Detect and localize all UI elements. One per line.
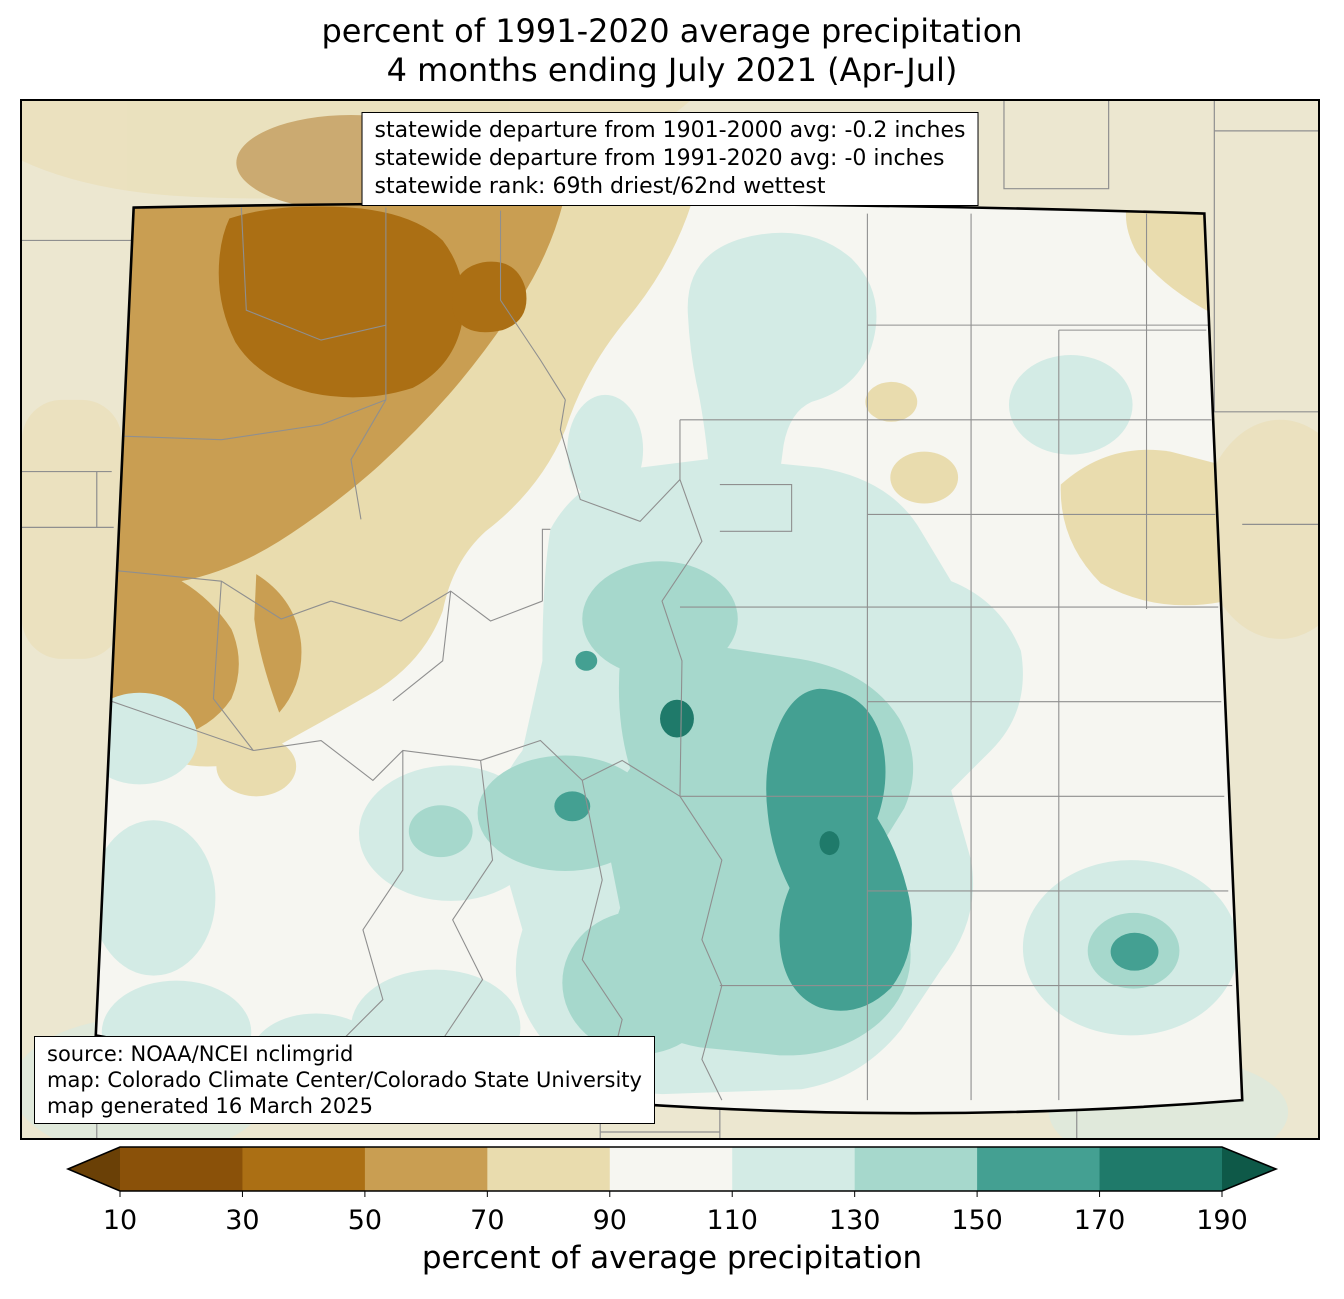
county-lines [95, 207, 1233, 1101]
page-title: percent of 1991-2020 average precipitati… [0, 12, 1344, 90]
source-credit-box: source: NOAA/NCEI nclimgrid map: Colorad… [34, 1036, 655, 1124]
colorbar-tick-label: 30 [225, 1205, 259, 1236]
source-line-2: map: Colorado Climate Center/Colorado St… [47, 1068, 642, 1092]
colorbar-axis-label: percent of average precipitation [421, 1240, 923, 1276]
colorado-precipitation-map [22, 101, 1318, 1138]
title-line-2: 4 months ending July 2021 (Apr-Jul) [386, 51, 958, 89]
stats-line-2: statewide departure from 1991-2020 avg: … [374, 146, 945, 171]
title-line-1: percent of 1991-2020 average precipitati… [321, 12, 1023, 50]
colorbar-tick-label: 70 [470, 1205, 504, 1236]
colorbar-tick-label: 190 [1196, 1205, 1248, 1236]
contour-browns [95, 203, 1243, 797]
stats-line-3: statewide rank: 69th driest/62nd wettest [374, 174, 826, 199]
colorbar-tick-label: 130 [829, 1205, 881, 1236]
colorbar-tick-label: 10 [103, 1205, 137, 1236]
state-region [95, 203, 1243, 1114]
statewide-stats-box: statewide departure from 1901-2000 avg: … [361, 112, 979, 206]
stats-line-1: statewide departure from 1901-2000 avg: … [374, 118, 966, 143]
colorbar-tick-label: 90 [593, 1205, 627, 1236]
colorbar-tick-label: 50 [348, 1205, 382, 1236]
colorbar-tick-label: 110 [706, 1205, 758, 1236]
colorbar: 10 30 50 70 90 110 130 150 170 190 [65, 1146, 1279, 1236]
colorbar-tick-label: 150 [951, 1205, 1003, 1236]
map-frame: statewide departure from 1901-2000 avg: … [20, 99, 1320, 1140]
source-line-3: map generated 16 March 2025 [47, 1094, 374, 1118]
source-line-1: source: NOAA/NCEI nclimgrid [47, 1042, 354, 1066]
colorbar-tick-label: 170 [1074, 1205, 1126, 1236]
